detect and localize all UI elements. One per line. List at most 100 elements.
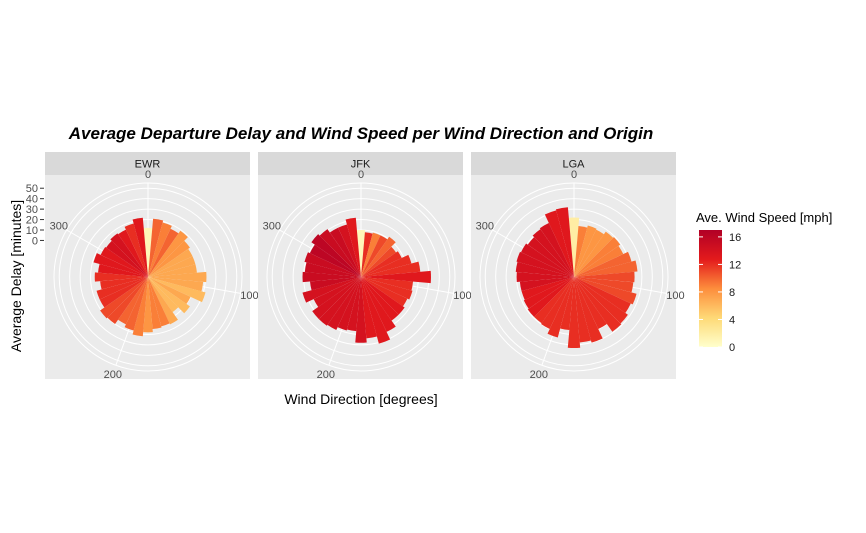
- bar-dir-280: [98, 264, 148, 277]
- bar-dir-30: [574, 229, 604, 277]
- bar-dir-120: [148, 277, 191, 304]
- bar-dir-260: [519, 277, 574, 292]
- bar-dir-270: [516, 271, 574, 283]
- bar-dir-90: [361, 270, 431, 284]
- bar-dir-240: [523, 277, 574, 309]
- bar-dir-240: [99, 277, 148, 308]
- y-tick-label: 30: [26, 204, 38, 216]
- bar-dir-140: [574, 277, 622, 332]
- bar-dir-350: [132, 217, 148, 277]
- bar-dir-210: [327, 277, 361, 331]
- bar-dir-210: [541, 277, 574, 330]
- bar-dir-0: [568, 217, 580, 277]
- legend-tick-label: 8: [729, 287, 735, 299]
- bar-dir-270: [94, 272, 148, 282]
- bar-dir-320: [319, 229, 361, 277]
- bar-dir-230: [527, 277, 574, 317]
- bar-dir-30: [148, 228, 179, 277]
- bar-dir-160: [148, 277, 170, 327]
- bar-dir-30: [361, 235, 388, 277]
- bar-dir-230: [312, 277, 361, 320]
- bar-dir-350: [345, 217, 361, 277]
- x-axis-title: Wind Direction [degrees]: [284, 391, 437, 407]
- bar-dir-140: [361, 277, 399, 321]
- bar-dir-80: [148, 264, 197, 277]
- bar-dir-110: [148, 277, 206, 303]
- bar-dir-70: [148, 256, 196, 277]
- legend-title: Ave. Wind Speed [mph]: [696, 210, 832, 225]
- bar-dir-20: [148, 222, 172, 277]
- bar-dir-10: [574, 226, 588, 277]
- bar-dir-10: [361, 232, 373, 277]
- bar-dir-280: [515, 261, 574, 277]
- bar-dir-150: [148, 277, 178, 325]
- bar-dir-250: [96, 277, 148, 300]
- bar-dir-100: [574, 277, 634, 293]
- bar-dir-200: [337, 277, 361, 331]
- x-tick-label: 300: [476, 221, 494, 233]
- x-tick-label: 100: [240, 290, 258, 302]
- facet-strip-label: LGA: [562, 159, 585, 171]
- bar-dir-170: [574, 277, 592, 343]
- bar-dir-80: [361, 261, 421, 277]
- bar-dir-310: [527, 237, 574, 277]
- bar-dir-250: [521, 277, 574, 300]
- bar-dir-300: [520, 243, 574, 277]
- bar-dir-290: [304, 252, 361, 277]
- bar-dir-160: [361, 277, 391, 344]
- bar-dir-120: [574, 277, 631, 313]
- bar-dir-100: [148, 277, 204, 292]
- polar-grid: [53, 182, 243, 372]
- bar-dir-170: [361, 277, 377, 339]
- bar-dir-330: [329, 227, 361, 277]
- bar-dir-10: [148, 218, 164, 277]
- bar-dir-230: [100, 277, 148, 319]
- legend-tick-label: 12: [729, 259, 741, 271]
- bar-dir-120: [361, 277, 408, 307]
- x-tick-label: 100: [666, 290, 684, 302]
- bar-dir-340: [544, 210, 574, 277]
- bar-dir-280: [304, 262, 361, 277]
- bar-dir-310: [106, 240, 148, 277]
- facet-strip-label: JFK: [351, 159, 371, 171]
- bar-dir-270: [302, 271, 361, 283]
- bar-dir-60: [361, 251, 402, 277]
- bar-dir-340: [338, 224, 361, 277]
- bar-dir-0: [356, 230, 366, 277]
- facet-strip-label: EWR: [135, 159, 161, 171]
- bar-dir-20: [361, 232, 381, 277]
- legend-tick-label: 4: [729, 315, 735, 327]
- bar-dir-190: [346, 277, 361, 332]
- bar-dir-50: [148, 240, 190, 277]
- bar-dir-130: [148, 277, 190, 314]
- bar-dir-60: [574, 245, 624, 277]
- x-tick-label: 300: [50, 221, 68, 233]
- bar-dir-0: [143, 227, 153, 277]
- bar-dir-130: [574, 277, 628, 324]
- chart-title: Average Departure Delay and Wind Speed p…: [68, 124, 653, 143]
- y-tick-label: 50: [26, 183, 38, 195]
- facet-strip: [471, 152, 676, 175]
- bar-dir-190: [132, 277, 148, 337]
- bar-dir-70: [361, 254, 412, 277]
- bar-dir-290: [93, 253, 148, 277]
- bar-dir-200: [547, 277, 574, 338]
- x-tick-label: 200: [104, 369, 122, 381]
- wind-bars: [302, 217, 431, 344]
- bar-dir-20: [574, 225, 597, 277]
- bar-dir-320: [110, 233, 148, 277]
- bar-dir-110: [574, 277, 637, 305]
- bar-dir-300: [100, 247, 148, 277]
- facet-strip: [258, 152, 463, 175]
- bar-dir-180: [143, 277, 153, 333]
- x-tick-label: 0: [145, 169, 151, 181]
- bar-dir-350: [555, 207, 574, 277]
- bar-dir-110: [361, 277, 413, 300]
- x-tick-label: 300: [263, 221, 281, 233]
- x-tick-label: 0: [358, 169, 364, 181]
